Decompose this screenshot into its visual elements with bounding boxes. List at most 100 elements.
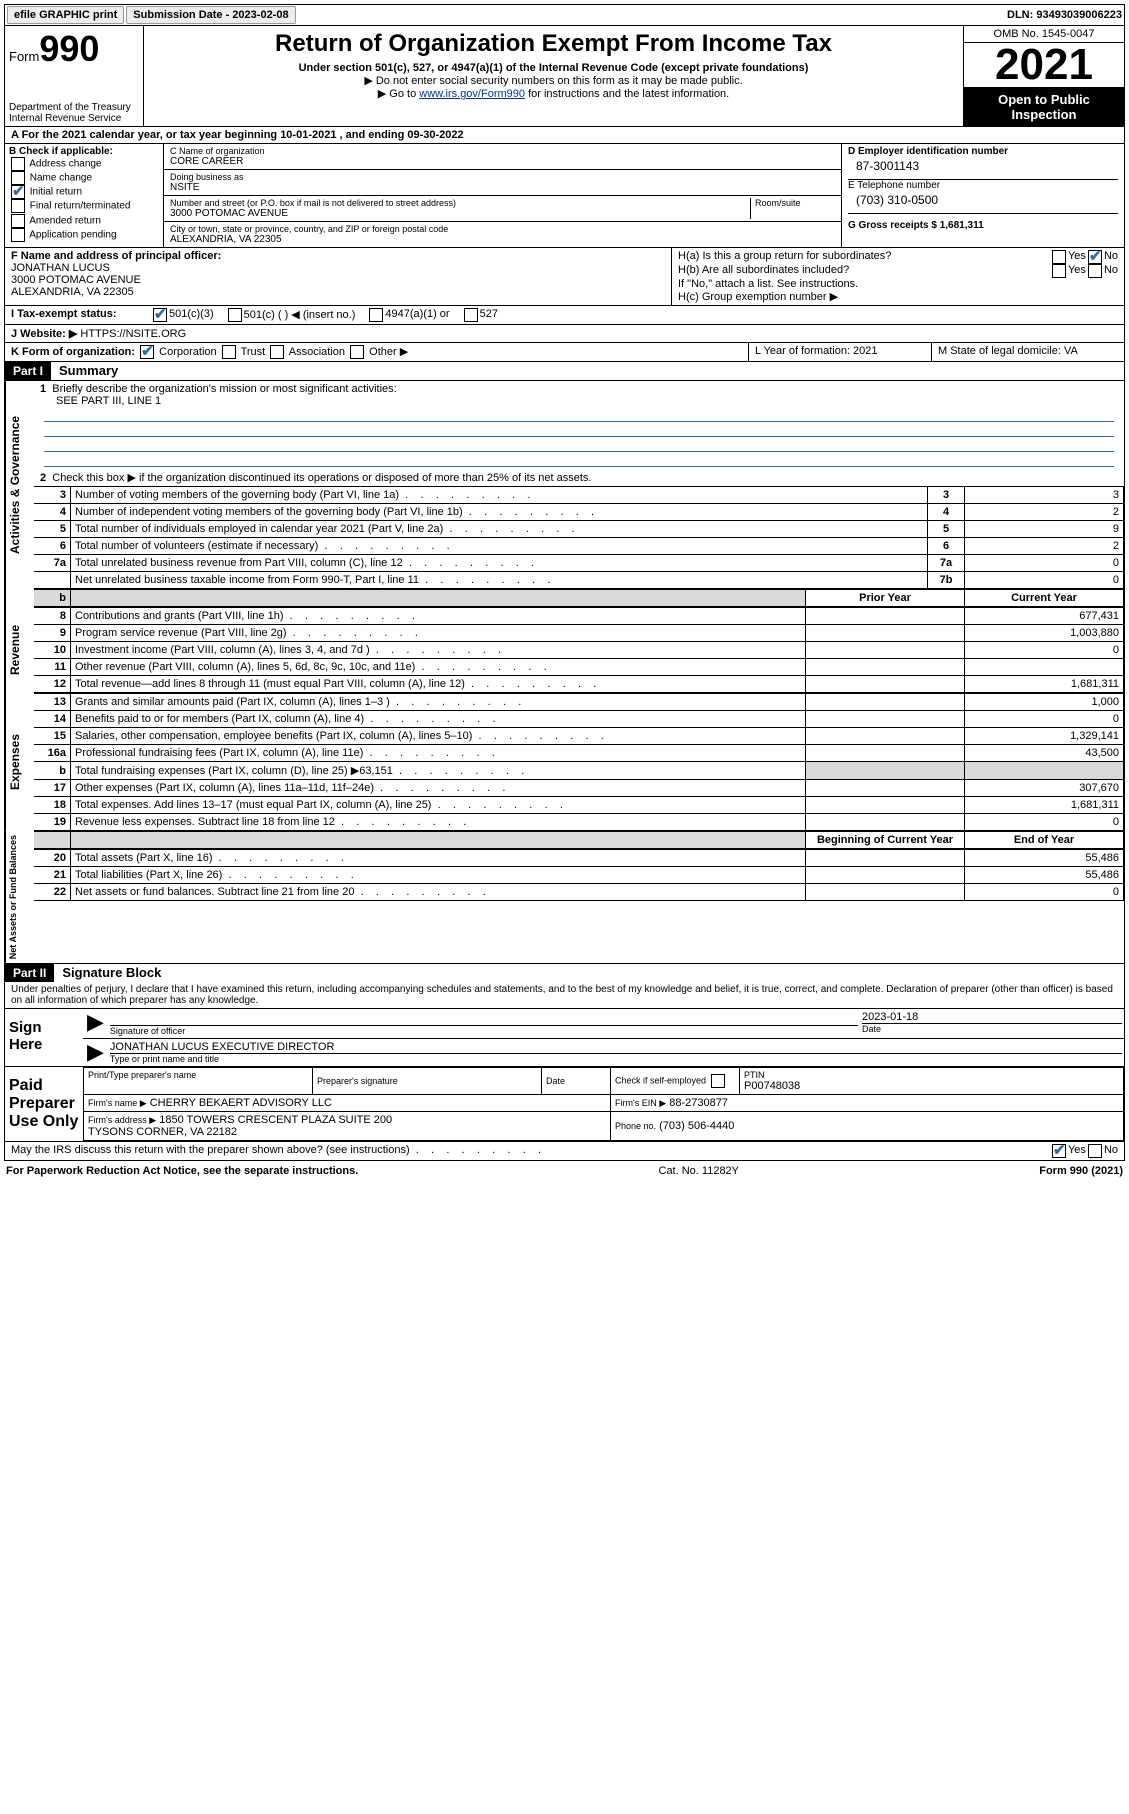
b-check-application-pending[interactable]: Application pending — [9, 228, 159, 242]
q2-label: Check this box ▶ if the organization dis… — [52, 472, 591, 484]
c-name-label: C Name of organization — [170, 146, 835, 156]
vlabel-expenses: Expenses — [5, 693, 34, 831]
fin-row-label: Contributions and grants (Part VIII, lin… — [71, 608, 806, 625]
hb-yes-checkbox[interactable] — [1052, 264, 1066, 278]
checkbox-icon[interactable] — [11, 185, 25, 199]
b-check-name-change[interactable]: Name change — [9, 171, 159, 185]
fin-row-label: Total number of volunteers (estimate if … — [71, 538, 928, 555]
fin-row-current: 1,329,141 — [965, 728, 1124, 745]
i-501c3-checkbox[interactable] — [153, 308, 167, 322]
checkbox-icon[interactable] — [11, 157, 25, 171]
irs-link[interactable]: www.irs.gov/Form990 — [419, 88, 525, 100]
fin-row-prior — [806, 659, 965, 676]
k-corp-checkbox[interactable] — [140, 345, 154, 359]
hb-note: If "No," attach a list. See instructions… — [678, 278, 1118, 290]
addr-label: Number and street (or P.O. box if mail i… — [170, 198, 750, 208]
form-title: Return of Organization Exempt From Incom… — [150, 30, 957, 58]
ha-label: H(a) Is this a group return for subordin… — [678, 250, 1050, 264]
fin-row-value: 3 — [965, 487, 1124, 504]
dept-label: Department of the Treasury Internal Reve… — [9, 102, 131, 124]
fin-row-current: 307,670 — [965, 780, 1124, 797]
b-check-initial-return[interactable]: Initial return — [9, 185, 159, 199]
fin-row-label: Salaries, other compensation, employee b… — [71, 728, 806, 745]
fin-row-value: 2 — [965, 538, 1124, 555]
section-b-heading: B Check if applicable: — [9, 146, 159, 157]
section-a: A For the 2021 calendar year, or tax yea… — [5, 126, 1124, 143]
vlabel-revenue: Revenue — [5, 607, 34, 693]
fin-row-current: 677,431 — [965, 608, 1124, 625]
city-label: City or town, state or province, country… — [170, 224, 835, 234]
checkbox-icon[interactable] — [11, 214, 25, 228]
tax-year: 2021 — [964, 43, 1124, 88]
checkbox-icon[interactable] — [11, 199, 25, 213]
i-527-checkbox[interactable] — [464, 308, 478, 322]
fin-row-label: Grants and similar amounts paid (Part IX… — [71, 694, 806, 711]
dba-label: Doing business as — [170, 172, 835, 182]
fin-row-current: 55,486 — [965, 867, 1124, 884]
fin-row-label: Total expenses. Add lines 13–17 (must eq… — [71, 797, 806, 814]
sign-here-label: Sign Here — [5, 1009, 83, 1066]
j-website: HTTPS://NSITE.ORG — [80, 328, 186, 340]
footer-right: Form 990 (2021) — [1039, 1165, 1123, 1177]
fin-row-label: Revenue less expenses. Subtract line 18 … — [71, 814, 806, 831]
col-current-year: Current Year — [965, 590, 1124, 607]
ha-no-checkbox[interactable] — [1088, 250, 1102, 264]
fin-row-current: 0 — [965, 711, 1124, 728]
fin-row-label: Total liabilities (Part X, line 26) — [71, 867, 806, 884]
k-other-checkbox[interactable] — [350, 345, 364, 359]
fin-row-current: 43,500 — [965, 745, 1124, 762]
fin-row-current — [965, 762, 1124, 780]
discuss-yes-checkbox[interactable] — [1052, 1144, 1066, 1158]
form-label: Form — [9, 49, 39, 64]
k-trust-checkbox[interactable] — [222, 345, 236, 359]
officer-type-label: Type or print name and title — [110, 1053, 1122, 1064]
i-label: I Tax-exempt status: — [11, 308, 151, 322]
e-phone-label: E Telephone number — [848, 179, 1118, 191]
f-officer-addr2: ALEXANDRIA, VA 22305 — [11, 286, 665, 298]
form-note-1: ▶ Do not enter social security numbers o… — [150, 74, 957, 87]
fin-row-label: Net assets or fund balances. Subtract li… — [71, 884, 806, 901]
fin-row-label: Benefits paid to or for members (Part IX… — [71, 711, 806, 728]
firm-name-value: CHERRY BEKAERT ADVISORY LLC — [150, 1097, 332, 1109]
paid-preparer-label: Paid Preparer Use Only — [5, 1067, 83, 1141]
self-employed-checkbox[interactable] — [711, 1074, 725, 1088]
hb-label: H(b) Are all subordinates included? — [678, 264, 1050, 278]
section-b-c-d: B Check if applicable: Address change Na… — [5, 143, 1124, 247]
fin-row-prior — [806, 780, 965, 797]
discuss-row: May the IRS discuss this return with the… — [5, 1141, 1124, 1160]
k-assoc-checkbox[interactable] — [270, 345, 284, 359]
ptin-value: P00748038 — [744, 1080, 1119, 1092]
submission-date-button[interactable]: Submission Date - 2023-02-08 — [126, 6, 295, 24]
fin-row-current: 1,000 — [965, 694, 1124, 711]
fin-row-value: 9 — [965, 521, 1124, 538]
self-employed-label: Check if self-employed — [615, 1074, 735, 1088]
b-check-final-return-terminated[interactable]: Final return/terminated — [9, 199, 159, 213]
fin-row-current: 1,681,311 — [965, 676, 1124, 693]
discuss-no-checkbox[interactable] — [1088, 1144, 1102, 1158]
ha-yes-checkbox[interactable] — [1052, 250, 1066, 264]
section-f-h: F Name and address of principal officer:… — [5, 247, 1124, 305]
b-check-amended-return[interactable]: Amended return — [9, 214, 159, 228]
fin-row-prior — [806, 814, 965, 831]
firm-ein-value: 88-2730877 — [669, 1097, 728, 1109]
j-label: J Website: ▶ — [11, 328, 80, 340]
efile-print-button[interactable]: efile GRAPHIC print — [7, 6, 124, 24]
footer-left: For Paperwork Reduction Act Notice, see … — [6, 1165, 358, 1177]
q1-label: Briefly describe the organization's miss… — [52, 383, 396, 395]
hb-no-checkbox[interactable] — [1088, 264, 1102, 278]
vlabel-net-assets: Net Assets or Fund Balances — [5, 831, 34, 963]
f-officer-addr1: 3000 POTOMAC AVENUE — [11, 274, 665, 286]
col-beginning-year: Beginning of Current Year — [806, 832, 965, 849]
b-check-address-change[interactable]: Address change — [9, 157, 159, 171]
fin-row-prior — [806, 711, 965, 728]
f-officer-name: JONATHAN LUCUS — [11, 262, 665, 274]
open-to-public: Open to Public Inspection — [964, 88, 1124, 126]
checkbox-icon[interactable] — [11, 228, 25, 242]
i-4947-checkbox[interactable] — [369, 308, 383, 322]
firm-phone-value: (703) 506-4440 — [659, 1120, 734, 1132]
fin-row-label: Other revenue (Part VIII, column (A), li… — [71, 659, 806, 676]
fin-row-current: 1,681,311 — [965, 797, 1124, 814]
fin-row-label: Net unrelated business taxable income fr… — [71, 572, 928, 589]
i-501c-checkbox[interactable] — [228, 308, 242, 322]
fin-row-prior — [806, 694, 965, 711]
